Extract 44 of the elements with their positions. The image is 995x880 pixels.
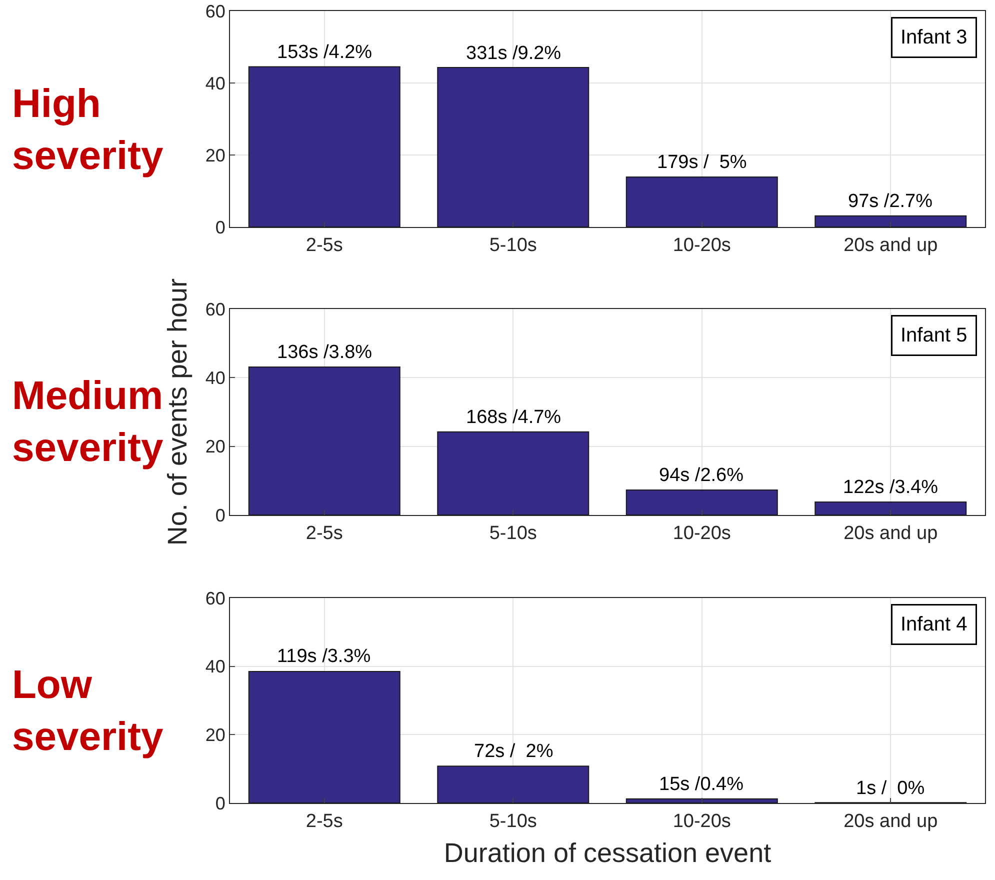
y-tick-label: 20 (205, 436, 226, 457)
y-tick-label: 40 (205, 368, 226, 388)
x-tick-label: 2-5s (306, 810, 343, 832)
annotation: 168s /4.7% (466, 407, 562, 428)
text: High severity (12, 82, 164, 178)
y-tick-label: 60 (205, 299, 226, 320)
y-tick-label: 60 (205, 588, 226, 608)
annotation: 136s /3.8% (277, 342, 372, 363)
y-tick-label: 20 (205, 724, 226, 745)
x-axis-title: Duration of cessation event (444, 838, 772, 868)
x-tick-label: 20s and up (844, 234, 938, 256)
x-tick-label: 10-20s (672, 234, 731, 256)
x-tick-label: 2-5s (306, 522, 343, 544)
x-tick-label: 5-10s (489, 234, 537, 256)
x-tick-label: 2-5s (306, 234, 343, 256)
y-tick-label: 0 (215, 217, 226, 238)
text: Medium severity (12, 374, 164, 470)
annotation: 72s / 2% (474, 741, 554, 762)
x-tick-label: 10-20s (672, 810, 731, 832)
annotation: 15s /0.4% (659, 774, 744, 795)
y-tick-label: 20 (205, 145, 226, 166)
x-tick-label: 5-10s (489, 522, 537, 544)
annotation: 94s /2.6% (659, 465, 744, 486)
y-tick-label: 0 (215, 793, 226, 814)
y-axis-title: No. of events per hour (162, 278, 192, 546)
annotation: 331s /9.2% (466, 43, 562, 64)
annotation: 1s / 0% (856, 778, 925, 799)
y-tick-label: 60 (205, 1, 226, 22)
x-tick-label: 10-20s (672, 522, 731, 544)
x-tick-label: 20s and up (844, 522, 938, 544)
annotation: 122s /3.4% (843, 477, 938, 498)
text: Infant 3 (900, 26, 968, 48)
annotation: 119s /3.3% (277, 646, 371, 667)
x-tick-label: 20s and up (844, 810, 938, 832)
annotation: 97s /2.7% (848, 191, 933, 212)
text: Infant 4 (900, 614, 968, 636)
text: Low severity (12, 663, 164, 759)
annotation: 153s /4.2% (277, 42, 372, 63)
y-tick-label: 40 (205, 656, 226, 677)
y-tick-label: 40 (205, 73, 226, 94)
annotation: 179s / 5% (657, 152, 747, 173)
y-tick-label: 0 (215, 505, 226, 526)
text: Infant 5 (900, 324, 968, 346)
x-tick-label: 5-10s (489, 810, 537, 832)
